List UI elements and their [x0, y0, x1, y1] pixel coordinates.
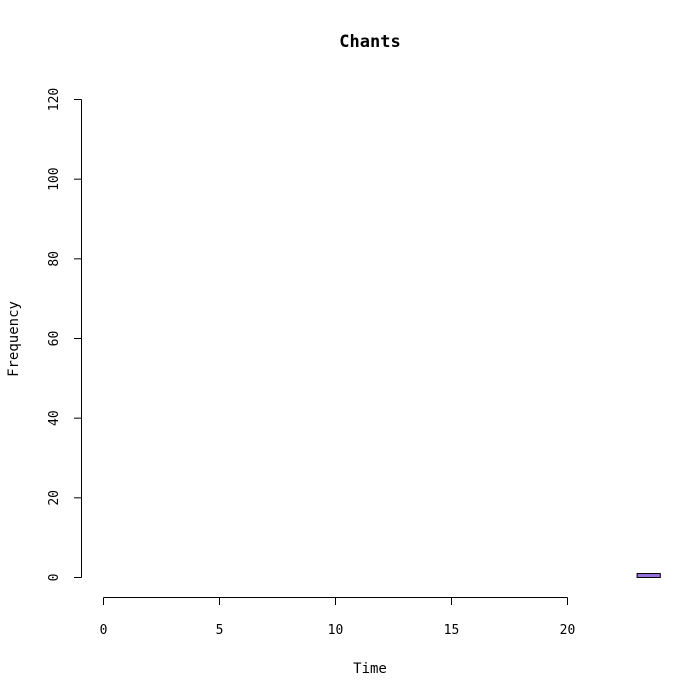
x-tick-label: 15	[444, 623, 460, 638]
y-tick-label: 80	[47, 251, 62, 267]
y-axis: 0 20 40 60 80 100 120	[47, 88, 82, 582]
x-tick-label: 0	[100, 623, 108, 638]
x-tick-label: 10	[328, 623, 344, 638]
y-tick-label: 120	[47, 88, 62, 111]
y-axis-label: Frequency	[6, 301, 22, 377]
x-axis: 0 5 10 15 20	[100, 597, 576, 638]
bars-layer	[636, 573, 661, 578]
x-tick-label: 5	[216, 623, 224, 638]
histogram-bar-23	[636, 573, 661, 578]
chart-title: Chants	[339, 32, 400, 52]
y-tick-label: 100	[47, 167, 62, 190]
x-tick-label: 20	[560, 623, 576, 638]
y-tick-label: 20	[47, 490, 62, 506]
y-tick-label: 0	[47, 574, 62, 582]
y-tick-label: 60	[47, 331, 62, 347]
x-axis-label: Time	[353, 661, 387, 677]
y-tick-label: 40	[47, 410, 62, 426]
